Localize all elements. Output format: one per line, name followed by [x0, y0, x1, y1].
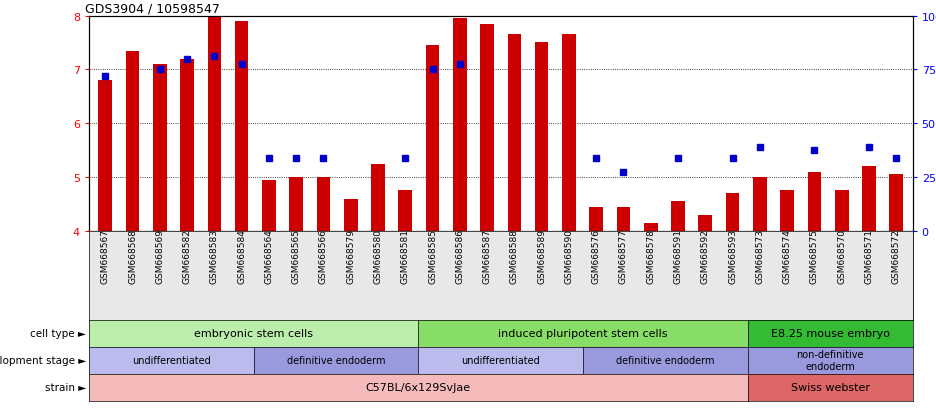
Bar: [208, 17, 221, 231]
Bar: [781, 191, 794, 231]
Text: Swiss webster: Swiss webster: [791, 382, 870, 392]
Text: development stage ►: development stage ►: [0, 355, 86, 366]
Bar: [698, 215, 712, 231]
Bar: [808, 172, 821, 231]
Bar: [153, 65, 167, 231]
Bar: [835, 191, 849, 231]
Text: E8.25 mouse embryo: E8.25 mouse embryo: [770, 328, 890, 339]
Bar: [399, 191, 412, 231]
Bar: [181, 59, 194, 231]
Bar: [753, 178, 767, 231]
Text: cell type ►: cell type ►: [30, 328, 86, 339]
Bar: [563, 36, 576, 231]
Bar: [344, 199, 358, 231]
Bar: [507, 36, 521, 231]
Bar: [725, 194, 739, 231]
Text: undifferentiated: undifferentiated: [132, 355, 211, 366]
Text: undifferentiated: undifferentiated: [461, 355, 540, 366]
Bar: [480, 25, 494, 231]
Bar: [235, 22, 248, 231]
Bar: [426, 46, 439, 231]
Bar: [98, 81, 112, 231]
Bar: [316, 178, 330, 231]
Text: definitive endoderm: definitive endoderm: [616, 355, 715, 366]
Text: non-definitive
endoderm: non-definitive endoderm: [797, 349, 864, 371]
Bar: [453, 19, 467, 231]
Text: GDS3904 / 10598547: GDS3904 / 10598547: [85, 2, 220, 15]
Bar: [671, 202, 685, 231]
Text: embryonic stem cells: embryonic stem cells: [194, 328, 314, 339]
Bar: [644, 223, 658, 231]
Bar: [617, 207, 630, 231]
Bar: [862, 167, 876, 231]
Bar: [534, 43, 548, 231]
Text: definitive endoderm: definitive endoderm: [286, 355, 386, 366]
Bar: [590, 207, 603, 231]
Bar: [889, 175, 903, 231]
Bar: [262, 180, 276, 231]
Bar: [289, 178, 303, 231]
Text: induced pluripotent stem cells: induced pluripotent stem cells: [498, 328, 668, 339]
Bar: [125, 52, 139, 231]
Text: C57BL/6x129SvJae: C57BL/6x129SvJae: [366, 382, 471, 392]
Text: strain ►: strain ►: [45, 382, 86, 392]
Bar: [372, 164, 385, 231]
